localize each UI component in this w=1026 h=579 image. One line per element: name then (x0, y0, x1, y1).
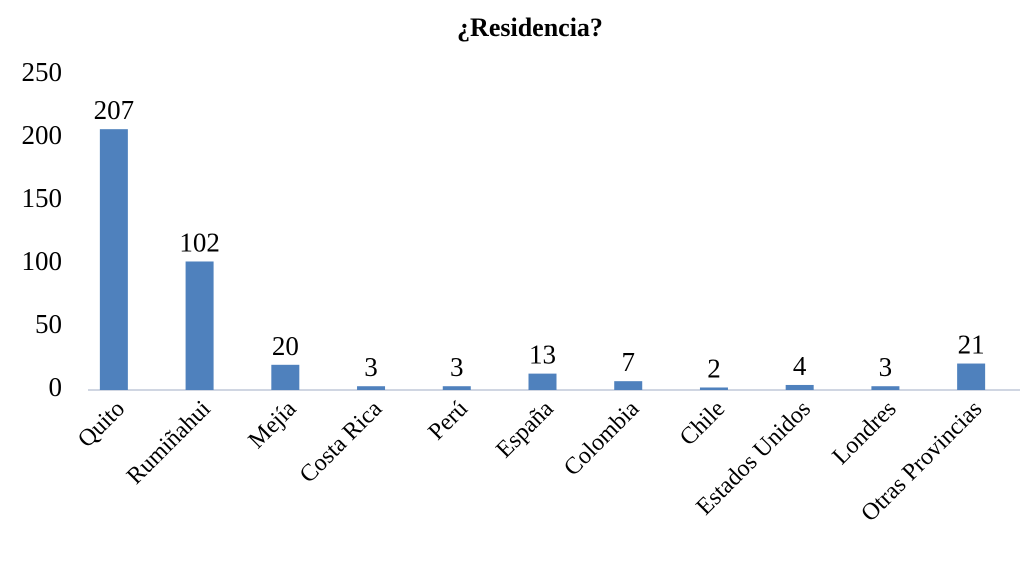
data-label: 4 (793, 351, 807, 381)
data-label: 3 (879, 352, 893, 382)
data-label: 20 (272, 331, 299, 361)
y-tick-label: 200 (22, 120, 63, 150)
bar (614, 381, 643, 390)
bar (99, 129, 128, 390)
data-label: 102 (179, 227, 220, 257)
x-tick-label: Mejía (244, 396, 302, 454)
data-label: 2 (707, 353, 721, 383)
y-tick-label: 0 (49, 372, 63, 402)
data-label: 13 (529, 340, 556, 370)
data-label: 207 (94, 95, 135, 125)
x-tick-label: Rumiñahui (122, 396, 216, 490)
bar (785, 384, 814, 390)
y-tick-label: 150 (22, 183, 63, 213)
bar (185, 261, 214, 390)
bar (528, 373, 557, 390)
x-tick-label: Quito (73, 396, 130, 453)
x-tick-label: Chile (675, 396, 730, 451)
x-tick-label: Colombia (559, 396, 645, 482)
y-tick-label: 100 (22, 246, 63, 276)
bar (357, 386, 386, 390)
x-tick-label: Londres (828, 396, 902, 470)
x-tick-label: Perú (424, 396, 473, 445)
bar (871, 386, 900, 390)
data-label: 3 (364, 352, 378, 382)
data-label: 7 (621, 347, 635, 377)
chart-title: ¿Residencia? (457, 13, 603, 42)
bar (699, 387, 728, 390)
data-label: 21 (958, 330, 985, 360)
y-tick-label: 250 (22, 57, 63, 87)
x-tick-label: Costa Rica (295, 396, 388, 489)
bar (271, 364, 300, 390)
x-tick-label: España (491, 396, 559, 464)
bar (957, 363, 986, 390)
bar (442, 386, 471, 390)
y-tick-label: 50 (35, 309, 62, 339)
data-label: 3 (450, 352, 464, 382)
